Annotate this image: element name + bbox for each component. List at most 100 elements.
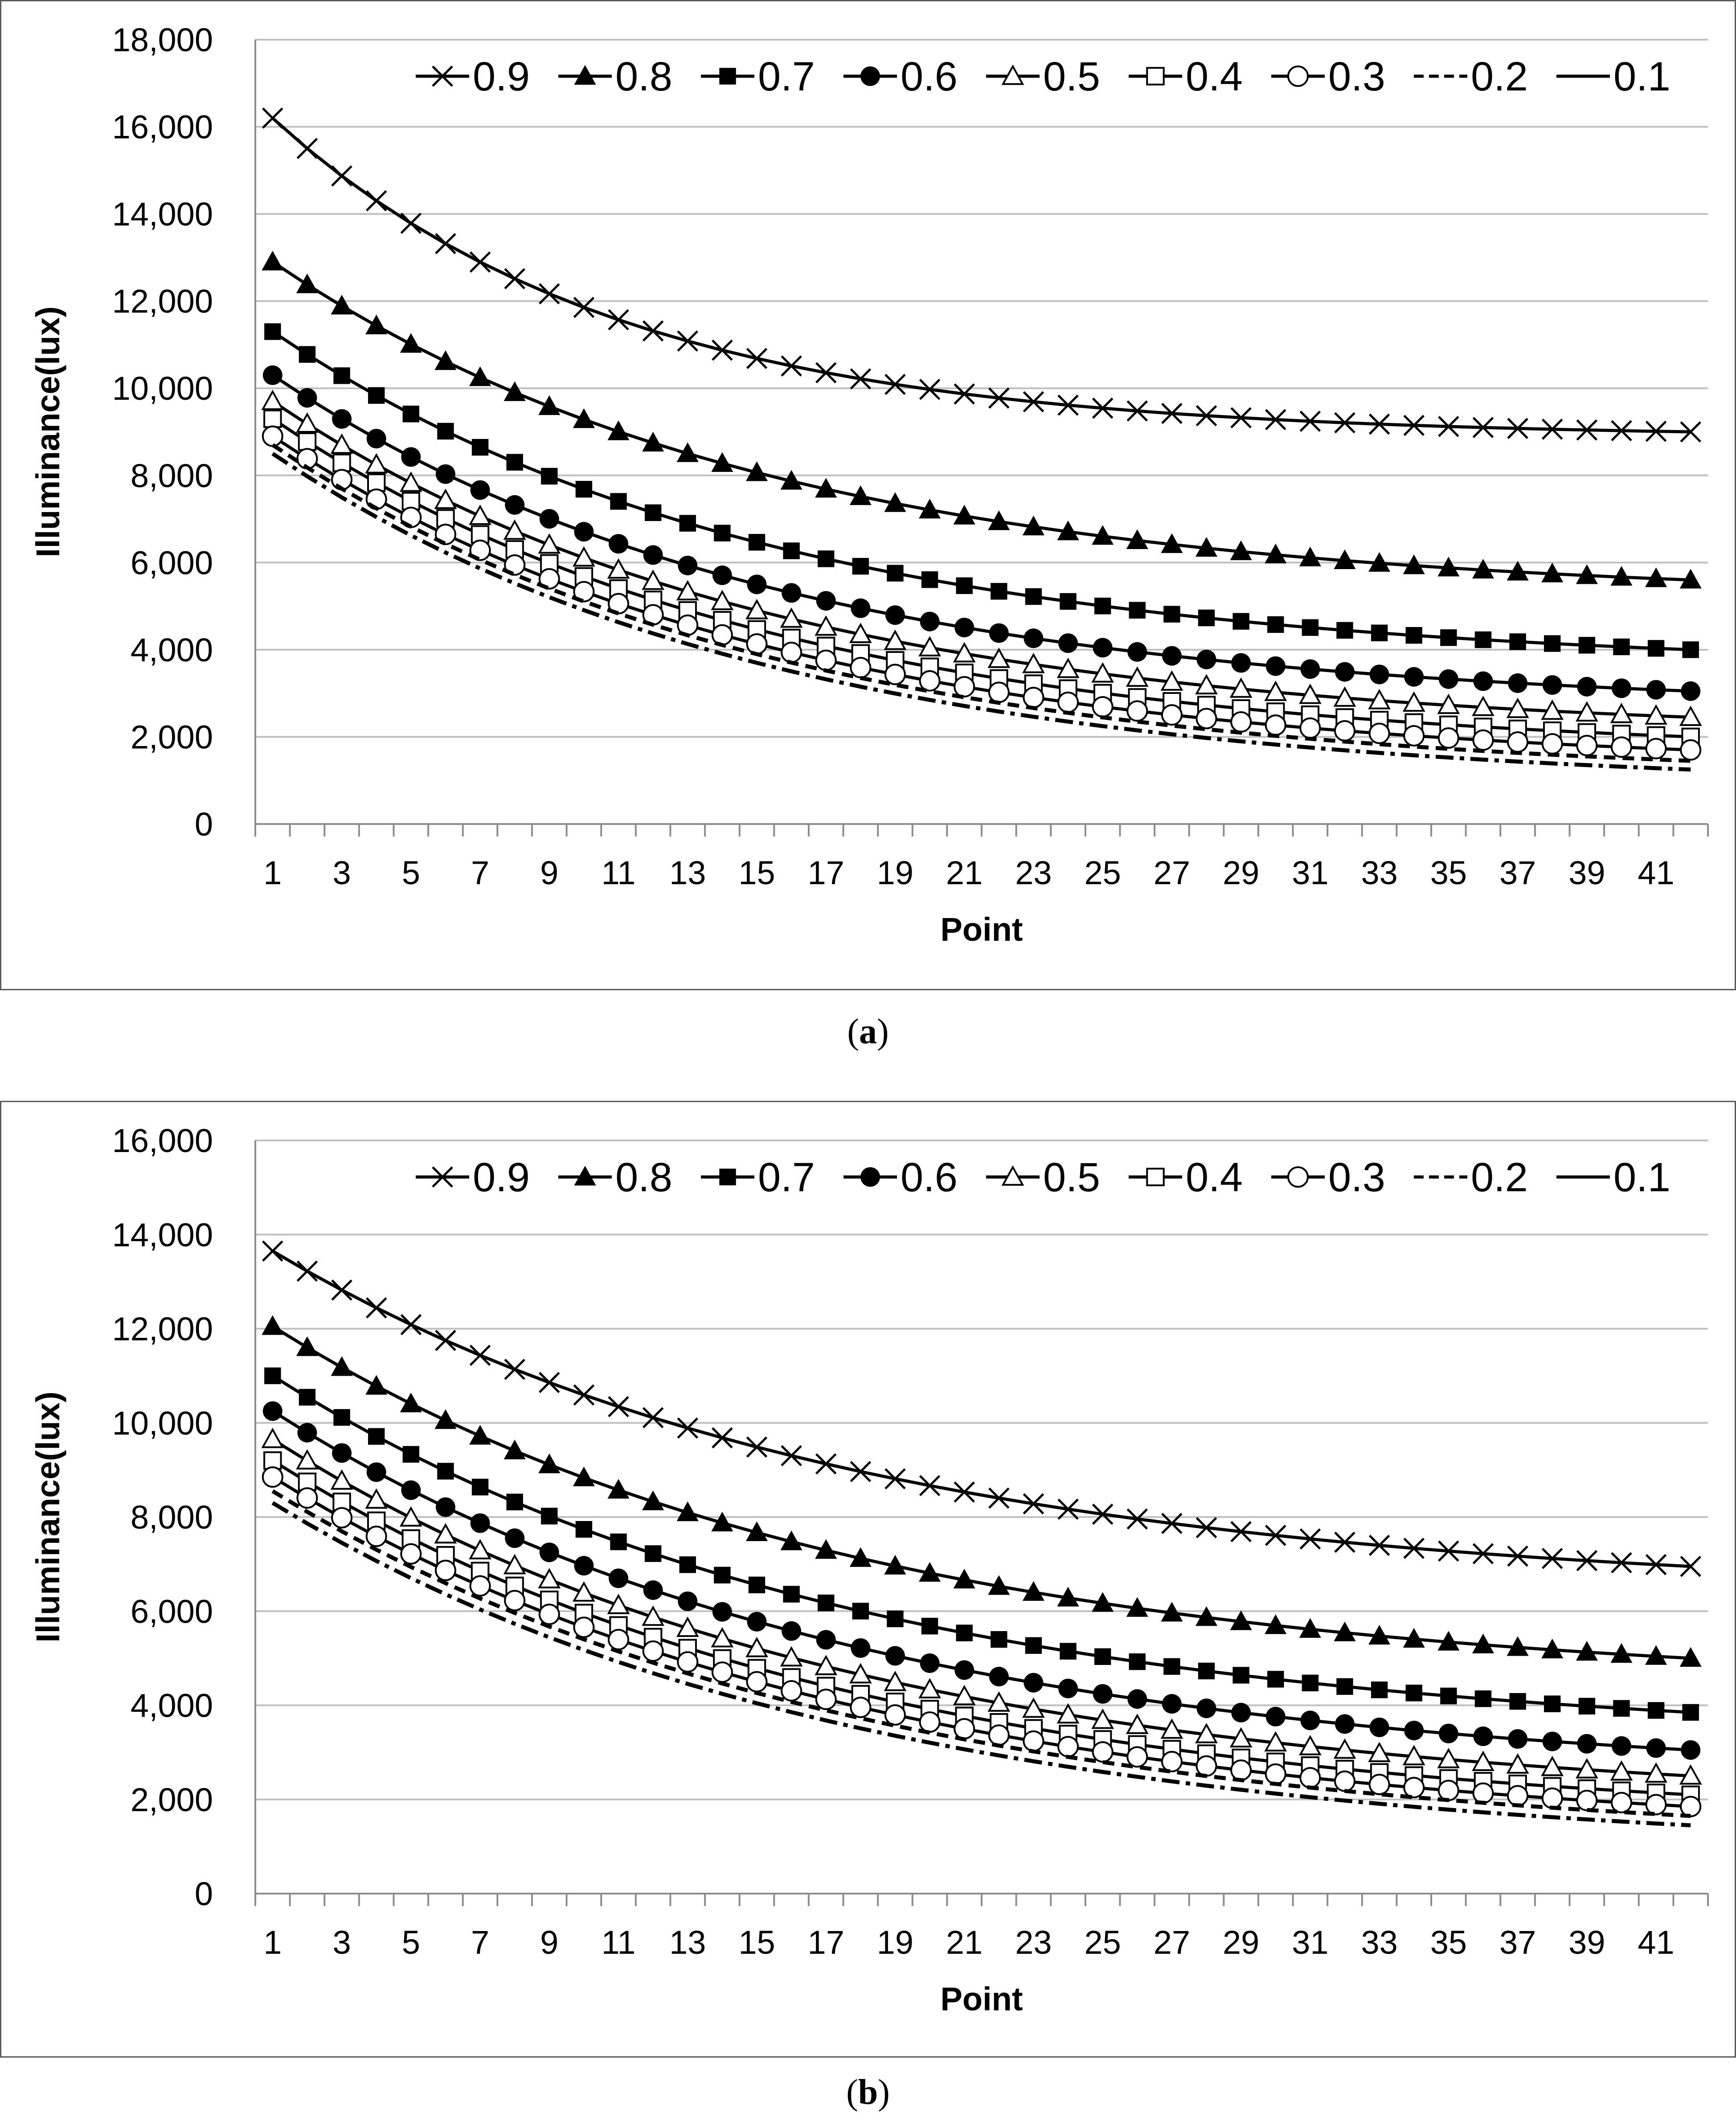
data-point-marker [1057,1736,1079,1758]
data-point-marker [1403,1777,1425,1799]
data-point-marker [1576,1789,1598,1811]
data-point-marker [575,481,593,498]
data-point-marker [471,525,490,544]
x-tick-label: 29 [1223,854,1259,891]
data-point-marker [920,1653,940,1673]
data-point-marker [849,1663,872,1684]
data-point-marker [919,499,941,519]
data-point-marker [884,664,906,685]
data-point-marker [884,1554,906,1575]
data-point-marker [504,1358,525,1380]
data-point-marker [1057,1587,1079,1607]
data-point-marker [1646,1738,1666,1758]
filled-square-icon [719,68,736,85]
data-point-marker [988,1724,1010,1746]
data-point-marker [331,1356,353,1376]
x-tick-label: 23 [1015,1924,1052,1961]
data-point-marker [435,1330,456,1351]
data-point-marker [538,1603,560,1625]
legend-item-0.2: 0.2 [1414,1155,1528,1200]
data-point-marker [1232,613,1249,630]
data-point-marker [712,565,732,585]
data-point-marker [333,1409,350,1426]
data-point-marker [711,1661,733,1683]
data-point-marker [1371,1681,1388,1698]
data-point-marker [1264,1731,1287,1752]
data-point-marker [366,1462,386,1482]
data-point-marker [1472,729,1494,751]
data-point-marker [400,1543,422,1565]
data-point-marker [262,107,283,129]
data-point-marker [299,1389,316,1406]
data-point-marker [1438,1723,1458,1743]
data-point-marker [781,1680,802,1702]
data-point-marker [921,1618,938,1635]
data-point-marker [991,1631,1007,1648]
data-point-marker [815,649,837,671]
data-point-marker [1265,543,1287,564]
data-point-marker [1645,1794,1667,1816]
data-point-marker [503,1554,526,1575]
data-point-marker [988,510,1010,530]
data-point-marker [1645,1554,1667,1575]
data-point-marker [1162,1694,1182,1714]
data-point-marker [503,519,526,540]
data-point-marker [1056,1703,1080,1724]
x-tick-label: 31 [1292,854,1328,891]
data-point-marker [919,1562,941,1582]
data-point-marker [1091,662,1114,683]
data-point-marker [1371,624,1388,641]
data-point-marker [1060,593,1077,610]
x-tick-label: 25 [1085,1924,1121,1961]
data-point-marker [1368,413,1390,435]
data-point-marker [1198,609,1215,627]
chart-b-svg: 0 2,000 4,000 6,000 8,000 10,000 12,000 14,000 1… [29,1122,1709,2017]
data-point-marker [679,515,696,532]
data-point-marker [608,593,629,615]
data-point-marker [815,1689,837,1710]
data-point-marker [331,1279,352,1301]
data-point-marker [331,165,352,187]
series-line [271,1501,1691,1828]
data-point-marker [331,1507,353,1529]
data-point-marker [298,432,317,451]
y-tick-label: 18,000 [112,21,213,58]
legend-item-0.9: 0.9 [416,54,530,99]
data-point-marker [1368,1742,1391,1763]
data-point-marker [642,1605,665,1626]
data-point-marker [1541,733,1563,755]
data-point-marker [296,1487,318,1509]
data-point-marker [852,558,869,575]
caption-b: (b) [0,2072,1736,2117]
data-point-marker [1057,394,1079,416]
data-point-marker [745,599,768,619]
data-point-marker [504,1439,526,1460]
data-point-marker [434,1559,456,1581]
data-point-marker [607,1594,630,1614]
gridlines [255,39,1708,825]
data-point-marker [1264,681,1287,701]
data-point-marker [816,591,836,611]
data-point-marker [815,1453,837,1475]
data-point-marker [1196,405,1217,426]
data-point-marker [367,473,386,492]
data-point-marker [676,1616,699,1637]
data-point-marker [330,433,353,454]
data-point-marker [434,1409,457,1429]
x-tick-label: 13 [669,1924,706,1961]
x-tick-label: 9 [540,1924,558,1961]
data-point-marker [679,1556,696,1573]
legend-item-0.6: 0.6 [843,1155,958,1200]
data-point-marker [1267,616,1284,633]
data-point-marker [643,545,663,565]
x-axis-title: Point [941,911,1023,948]
data-point-marker [1508,1729,1528,1749]
data-point-marker [954,1718,975,1740]
data-point-marker [782,583,802,603]
x-tick-label: 27 [1154,1924,1190,1961]
y-axis-title: Illuminance(lux) [29,306,66,557]
data-point-marker [1507,561,1529,581]
data-point-marker [1161,402,1183,424]
y-tick-label: 8,000 [131,1499,213,1536]
data-point-marker [1335,1714,1355,1734]
